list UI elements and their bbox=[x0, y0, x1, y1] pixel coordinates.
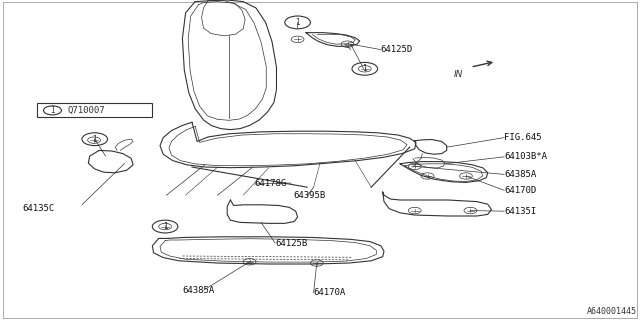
Text: 64395B: 64395B bbox=[293, 191, 325, 200]
Text: 1: 1 bbox=[92, 135, 97, 144]
Text: 64125B: 64125B bbox=[275, 239, 307, 248]
Text: IN: IN bbox=[453, 70, 463, 79]
Text: 64385A: 64385A bbox=[504, 170, 536, 179]
Text: 64103B*A: 64103B*A bbox=[504, 152, 547, 161]
FancyBboxPatch shape bbox=[37, 103, 152, 117]
Text: 64170D: 64170D bbox=[504, 186, 536, 195]
Text: 64135C: 64135C bbox=[22, 204, 54, 213]
Text: Q710007: Q710007 bbox=[68, 106, 106, 115]
Text: 64385A: 64385A bbox=[182, 286, 214, 295]
Text: 1: 1 bbox=[295, 18, 300, 27]
Text: 64170A: 64170A bbox=[314, 288, 346, 297]
Text: 64135I: 64135I bbox=[504, 207, 536, 216]
Text: 1: 1 bbox=[50, 106, 55, 115]
Text: 1: 1 bbox=[362, 64, 367, 73]
Text: 64125D: 64125D bbox=[381, 45, 413, 54]
Text: FIG.645: FIG.645 bbox=[504, 133, 542, 142]
Text: 1: 1 bbox=[163, 222, 168, 231]
Text: 64178G: 64178G bbox=[255, 180, 287, 188]
Text: A640001445: A640001445 bbox=[587, 307, 637, 316]
